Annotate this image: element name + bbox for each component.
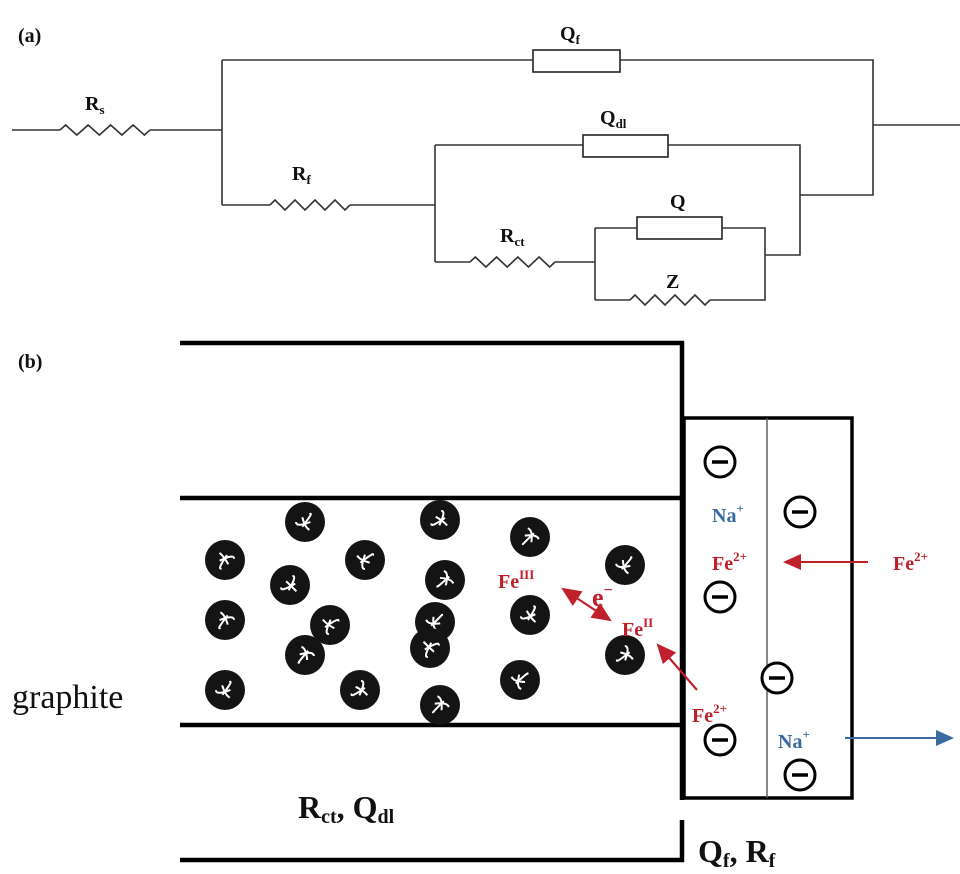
charge: + — [802, 727, 809, 742]
particle — [205, 540, 245, 580]
symbol: Na — [712, 505, 736, 527]
subscript: f — [769, 850, 776, 872]
symbol: Q — [600, 107, 616, 129]
ion-label: Fe2+ — [712, 549, 747, 575]
circuit — [12, 50, 960, 305]
particle — [500, 660, 540, 700]
oxidation: II — [643, 615, 653, 630]
particle — [510, 517, 550, 557]
component-label: Qf — [560, 23, 581, 47]
charge: + — [736, 501, 743, 516]
symbol: Fe — [498, 571, 519, 593]
symbol: Fe — [893, 553, 914, 575]
ion-label: Fe2+ — [692, 701, 727, 727]
resistor — [470, 257, 555, 267]
symbol: R — [85, 93, 100, 115]
particle — [270, 565, 310, 605]
symbol: Q — [353, 789, 378, 825]
charge: 2+ — [713, 701, 727, 716]
symbol: R — [292, 163, 307, 185]
subscript: f — [576, 32, 581, 47]
particle — [285, 502, 325, 542]
particle — [285, 635, 325, 675]
subscript: ct — [514, 234, 525, 249]
element-label: Rct, Qdl — [298, 789, 395, 828]
symbol: R — [500, 225, 515, 247]
subscript: dl — [616, 116, 627, 131]
particle — [420, 685, 460, 725]
particles — [205, 500, 645, 725]
ion-label: FeIII — [498, 567, 534, 593]
separator: , — [730, 833, 746, 869]
ion-label: FeII — [622, 615, 653, 641]
symbol: R — [746, 833, 770, 869]
charge: − — [604, 582, 613, 599]
charge: 2+ — [914, 549, 928, 564]
electron-label: e− — [592, 582, 613, 612]
component-label: Rf — [292, 163, 311, 187]
oxidation: III — [519, 567, 534, 582]
capacitor-box — [637, 217, 722, 239]
particle — [510, 595, 550, 635]
panel-label: (a) — [18, 25, 41, 47]
panel-label: (b) — [18, 351, 42, 373]
particle — [605, 545, 645, 585]
capacitor-box — [533, 50, 620, 72]
anion — [705, 725, 735, 755]
ion-label: Na+ — [778, 727, 810, 753]
component-label: Z — [666, 271, 679, 293]
charge: 2+ — [733, 549, 747, 564]
anion — [785, 497, 815, 527]
anion — [705, 582, 735, 612]
component-label: Rs — [85, 93, 105, 117]
subscript: dl — [378, 806, 395, 828]
particle — [410, 628, 450, 668]
separator: , — [337, 789, 353, 825]
subscript: f — [306, 172, 311, 187]
symbol: Q — [560, 23, 576, 45]
subscript: ct — [321, 806, 337, 828]
component-label: Rct — [500, 225, 525, 249]
particle — [605, 635, 645, 675]
symbol: Fe — [712, 553, 733, 575]
symbol: e — [592, 583, 604, 612]
electrode-label: graphite — [12, 679, 123, 716]
resistor — [630, 295, 710, 305]
particle — [425, 560, 465, 600]
ion-label: Na+ — [712, 501, 744, 527]
component-label: Q — [670, 191, 686, 213]
particle — [345, 540, 385, 580]
component-label: Qdl — [600, 107, 627, 131]
resistor — [270, 200, 350, 210]
wire — [620, 60, 873, 195]
symbol: R — [298, 789, 322, 825]
particle — [420, 500, 460, 540]
capacitor-box — [583, 135, 668, 157]
particle — [205, 600, 245, 640]
subscript: s — [99, 102, 104, 117]
anion — [785, 760, 815, 790]
symbol: Q — [698, 833, 723, 869]
symbol: Fe — [692, 705, 713, 727]
figure: (a) Rs Qf Qdl Rf Q Rct Z (b) Na+ Fe2+ Fe… — [0, 0, 960, 874]
element-label: Qf, Rf — [698, 833, 776, 872]
anion — [762, 663, 792, 693]
ion-label: Fe2+ — [893, 549, 928, 575]
particle — [205, 670, 245, 710]
arrow — [658, 645, 697, 690]
particle — [340, 670, 380, 710]
anion — [705, 447, 735, 477]
resistor — [60, 125, 150, 135]
symbol: Na — [778, 731, 802, 753]
symbol: Fe — [622, 619, 643, 641]
